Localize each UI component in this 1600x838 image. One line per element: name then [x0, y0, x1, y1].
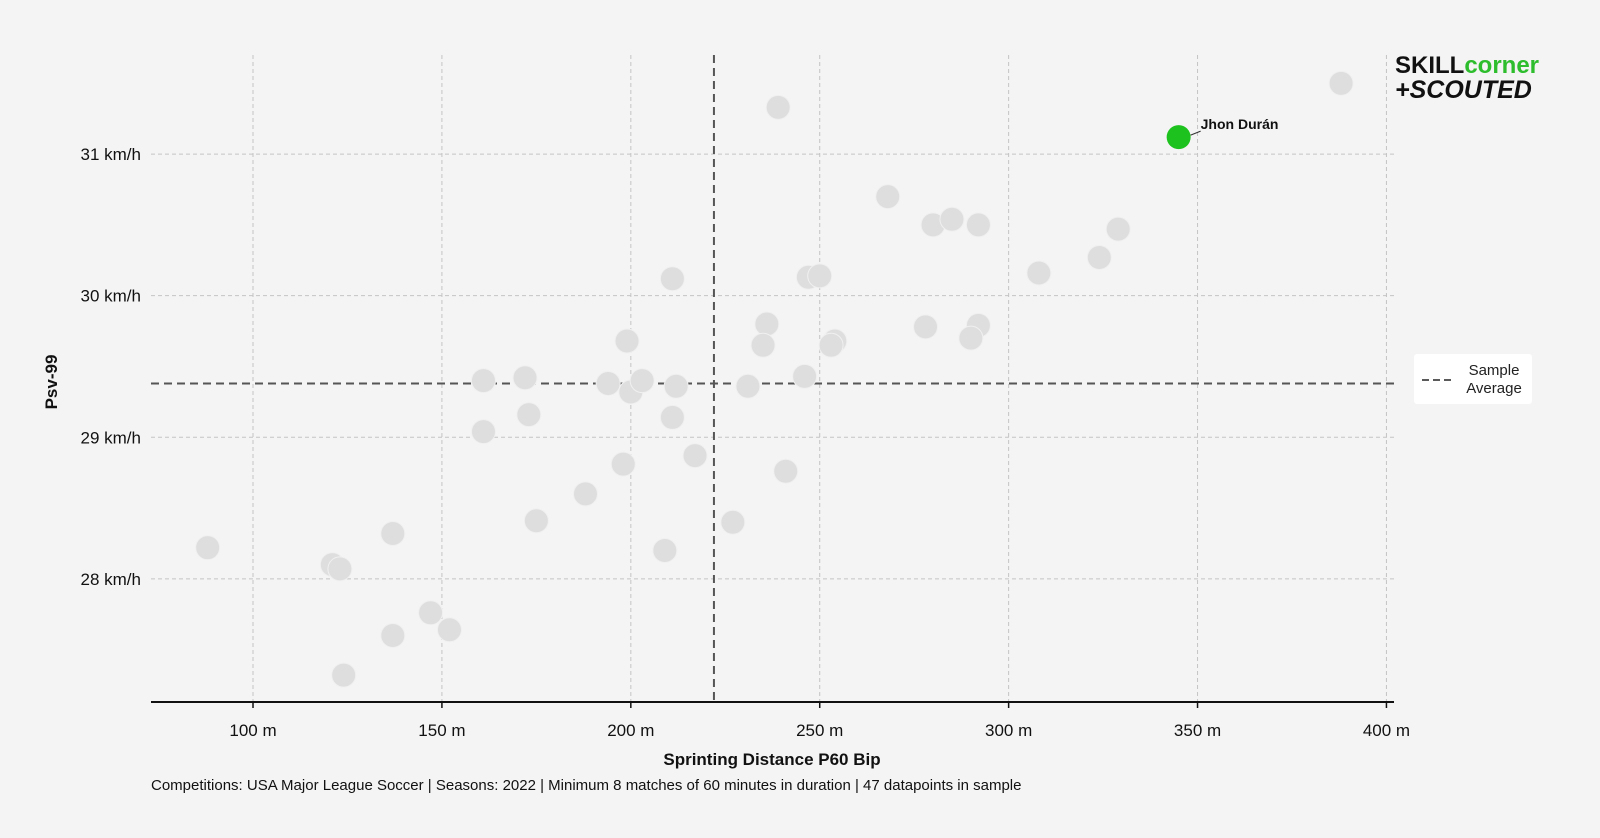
data-point-29 [659, 404, 685, 430]
data-point-30 [470, 419, 496, 445]
logo-corner: corner [1464, 52, 1539, 79]
data-point-36 [720, 509, 746, 535]
x-axis-title: Sprinting Distance P60 Bip [663, 750, 880, 769]
data-point-24 [629, 368, 655, 394]
skillcorner-scouted-logo: SKILLcorner +SCOUTED [1395, 52, 1539, 104]
data-point-42 [418, 600, 444, 626]
y-axis-title: Psv-99 [42, 355, 61, 410]
data-point-4 [939, 206, 965, 232]
highlight-point [1166, 125, 1191, 150]
highlight-label: Jhon Durán [1201, 116, 1279, 132]
legend: Sample Average [1414, 354, 1532, 404]
legend-label-line2: Average [1466, 380, 1522, 397]
highlight-connector [1190, 130, 1201, 136]
data-point-41 [327, 556, 353, 582]
data-point-7 [1086, 244, 1112, 270]
data-point-31 [682, 443, 708, 469]
data-point-34 [572, 481, 598, 507]
data-point-0 [1328, 70, 1354, 96]
data-point-38 [195, 535, 221, 561]
data-point-35 [523, 508, 549, 534]
x-tick-labels: 100 m 150 m 200 m 250 m 300 m 350 m 400 m [229, 721, 1410, 740]
logo-skill: SKILL [1395, 52, 1464, 79]
y-tick-label-1: 29 km/h [81, 428, 141, 447]
sample-average-lines [151, 55, 1394, 702]
data-point-33 [773, 458, 799, 484]
data-point-26 [735, 373, 761, 399]
y-tick-labels: 28 km/h 29 km/h 30 km/h 31 km/h [81, 145, 141, 589]
data-point-13 [754, 311, 780, 337]
data-point-20 [470, 368, 496, 394]
data-point-14 [750, 332, 776, 358]
x-tick-label-5: 350 m [1174, 721, 1221, 740]
y-tick-label-3: 31 km/h [81, 145, 141, 164]
data-point-27 [792, 363, 818, 389]
data-point-21 [512, 365, 538, 391]
x-tick-label-0: 100 m [229, 721, 276, 740]
legend-label-line1: Sample [1469, 362, 1520, 379]
data-point-11 [807, 263, 833, 289]
data-point-25 [663, 373, 689, 399]
grid-lines [151, 55, 1394, 702]
data-point-8 [1026, 260, 1052, 286]
x-tick-label-2: 200 m [607, 721, 654, 740]
x-tick-label-6: 400 m [1363, 721, 1410, 740]
data-point-43 [436, 617, 462, 643]
data-point-6 [1105, 216, 1131, 242]
x-axis [151, 701, 1394, 708]
data-point-17 [913, 314, 939, 340]
data-point-37 [380, 521, 406, 547]
logo-line2: +SCOUTED [1395, 76, 1532, 104]
x-tick-label-4: 300 m [985, 721, 1032, 740]
data-point-9 [659, 266, 685, 292]
data-point-44 [380, 622, 406, 648]
x-tick-label-1: 150 m [418, 721, 465, 740]
footnote: Competitions: USA Major League Soccer | … [151, 777, 1021, 794]
data-point-39 [652, 538, 678, 564]
highlighted-player: Jhon Durán [1166, 116, 1279, 150]
y-tick-label-2: 30 km/h [81, 287, 141, 306]
x-tick-label-3: 250 m [796, 721, 843, 740]
logo-line1: SKILLcorner [1395, 52, 1539, 79]
data-point-45 [331, 662, 357, 688]
data-point-12 [614, 328, 640, 354]
data-point-19 [958, 325, 984, 351]
data-point-32 [610, 451, 636, 477]
data-points [195, 70, 1354, 688]
data-point-5 [965, 212, 991, 238]
data-point-2 [875, 184, 901, 210]
data-point-28 [516, 402, 542, 428]
y-tick-label-0: 28 km/h [81, 570, 141, 589]
data-point-22 [595, 370, 621, 396]
data-point-16 [818, 332, 844, 358]
legend-box [1414, 354, 1532, 404]
data-point-1 [765, 94, 791, 120]
